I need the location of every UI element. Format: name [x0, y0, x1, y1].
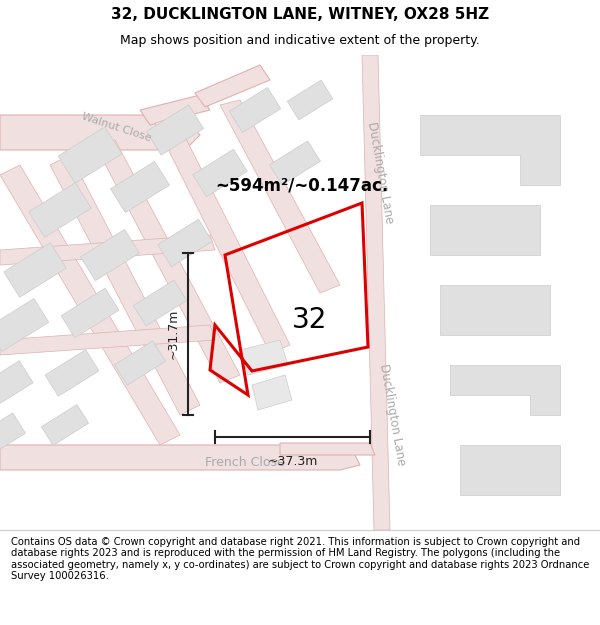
Polygon shape	[0, 235, 215, 265]
Polygon shape	[50, 155, 200, 415]
Text: Map shows position and indicative extent of the property.: Map shows position and indicative extent…	[120, 34, 480, 47]
Text: Ducklington Lane: Ducklington Lane	[365, 121, 395, 225]
Polygon shape	[80, 229, 139, 281]
Polygon shape	[110, 161, 169, 212]
Polygon shape	[146, 105, 203, 155]
Text: ~31.7m: ~31.7m	[167, 309, 180, 359]
Polygon shape	[229, 88, 281, 132]
Polygon shape	[420, 115, 560, 185]
Polygon shape	[195, 65, 270, 107]
Polygon shape	[240, 340, 288, 375]
Polygon shape	[193, 149, 247, 197]
Polygon shape	[220, 100, 340, 293]
Text: French Close: French Close	[205, 456, 285, 469]
Polygon shape	[440, 285, 550, 335]
Text: 32, DUCKLINGTON LANE, WITNEY, OX28 5HZ: 32, DUCKLINGTON LANE, WITNEY, OX28 5HZ	[111, 8, 489, 22]
Text: 32: 32	[292, 306, 328, 334]
Polygon shape	[0, 325, 215, 355]
Polygon shape	[450, 365, 560, 415]
Polygon shape	[4, 242, 66, 298]
Polygon shape	[0, 299, 49, 351]
Text: ~594m²/~0.147ac.: ~594m²/~0.147ac.	[215, 176, 388, 194]
Text: Ducklington Lane: Ducklington Lane	[377, 363, 407, 467]
Polygon shape	[280, 443, 375, 455]
Text: Contains OS data © Crown copyright and database right 2021. This information is : Contains OS data © Crown copyright and d…	[11, 537, 589, 581]
Polygon shape	[29, 182, 91, 238]
Polygon shape	[133, 280, 187, 326]
Polygon shape	[0, 115, 200, 150]
Polygon shape	[362, 55, 390, 530]
Polygon shape	[287, 80, 333, 120]
Polygon shape	[158, 219, 212, 267]
Polygon shape	[0, 413, 25, 457]
Polygon shape	[155, 117, 290, 353]
Polygon shape	[460, 445, 560, 495]
Polygon shape	[45, 349, 99, 396]
Text: ~37.3m: ~37.3m	[268, 455, 317, 468]
Polygon shape	[58, 127, 122, 183]
Polygon shape	[0, 361, 33, 409]
Polygon shape	[95, 140, 240, 383]
Polygon shape	[430, 205, 540, 255]
Polygon shape	[269, 141, 320, 185]
Polygon shape	[115, 341, 166, 385]
Polygon shape	[0, 445, 360, 470]
Text: Walnut Close: Walnut Close	[80, 111, 152, 143]
Polygon shape	[140, 95, 210, 125]
Polygon shape	[61, 288, 119, 338]
Polygon shape	[252, 375, 292, 410]
Polygon shape	[0, 165, 180, 445]
Polygon shape	[41, 404, 89, 446]
